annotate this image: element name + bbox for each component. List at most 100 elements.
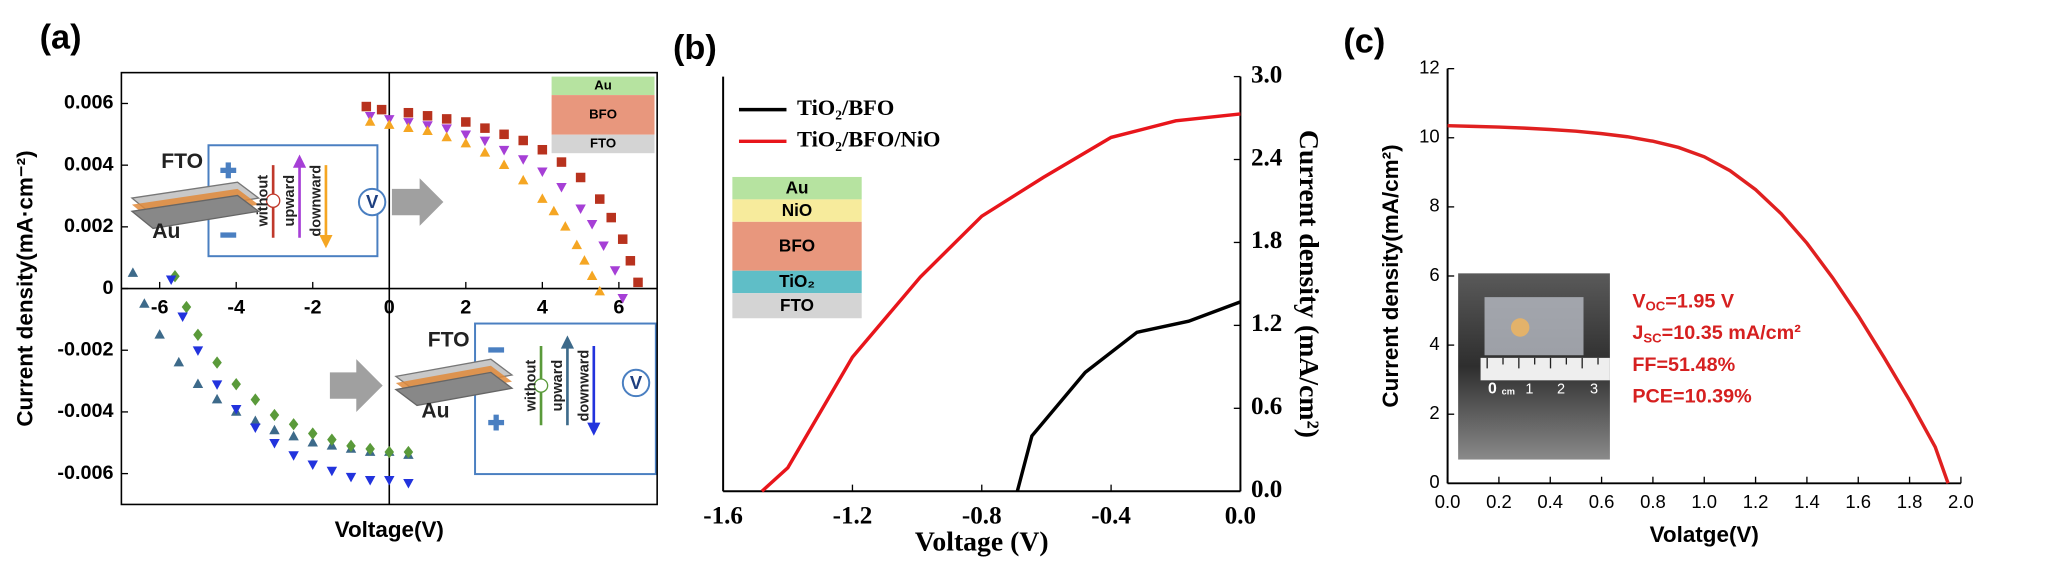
x-tick-label: 1.0 xyxy=(1691,491,1717,512)
x-tick-label: 1.2 xyxy=(1743,491,1769,512)
data-point xyxy=(595,194,605,204)
x-axis-label: Voltage(V) xyxy=(335,517,444,542)
data-point xyxy=(361,101,372,112)
y-axis-label: Current density(mA/cm²) xyxy=(1378,144,1403,407)
x-tick-label: -6 xyxy=(151,297,169,319)
data-point xyxy=(250,393,261,406)
data-point xyxy=(346,439,356,453)
annotation: FTO xyxy=(780,295,814,315)
y-tick-label: -0.004 xyxy=(57,400,113,422)
data-point xyxy=(625,256,636,266)
data-point xyxy=(548,205,560,216)
data-point xyxy=(575,172,586,183)
data-point xyxy=(441,131,452,142)
parameter-text: PCE=10.39% xyxy=(1632,386,1752,408)
data-point xyxy=(517,174,529,185)
data-point xyxy=(165,275,177,285)
parameter-subscript: OC xyxy=(1646,299,1666,314)
y-tick-label: 2 xyxy=(1429,402,1439,423)
annotation: Au xyxy=(421,400,449,423)
x-tick-label: 2 xyxy=(460,297,471,319)
y-tick-label: -0.002 xyxy=(57,338,113,360)
data-point xyxy=(617,293,628,304)
y-tick-label: 1.8 xyxy=(1251,227,1282,254)
x-tick-label: 0 xyxy=(384,297,395,319)
data-point xyxy=(384,445,395,459)
annotation: 3 xyxy=(1590,381,1598,397)
y-tick-label: 0.002 xyxy=(64,215,114,237)
data-point xyxy=(575,204,586,215)
parameter-symbol: J xyxy=(1632,322,1643,344)
data-point xyxy=(384,119,395,129)
data-point xyxy=(139,298,150,308)
annotation: downward xyxy=(309,165,325,237)
data-point xyxy=(609,266,621,276)
y-tick-label: 12 xyxy=(1419,57,1440,78)
annotation: Au xyxy=(594,77,612,92)
annotation: upward xyxy=(550,360,566,412)
y-tick-label: 10 xyxy=(1419,126,1440,147)
data-point xyxy=(579,255,590,265)
data-point xyxy=(461,117,471,127)
annotation: BFO xyxy=(589,106,617,121)
data-point xyxy=(479,147,491,157)
data-point xyxy=(307,437,318,447)
data-point xyxy=(517,155,529,165)
y-tick-label: 4 xyxy=(1429,333,1439,354)
annotation: downward xyxy=(576,350,592,422)
parameter-text: FF=51.48% xyxy=(1632,354,1735,376)
x-tick-label: 0.4 xyxy=(1537,491,1563,512)
y-tick-label: -0.006 xyxy=(57,462,113,484)
x-tick-label: 0.0 xyxy=(1435,491,1461,512)
data-point xyxy=(499,129,509,140)
data-line xyxy=(1447,123,1950,484)
x-axis-label: Voltage (V) xyxy=(915,525,1049,556)
annotation: V xyxy=(630,372,643,393)
data-point xyxy=(288,430,299,441)
panel-label: (c) xyxy=(1343,23,1385,61)
data-point xyxy=(211,393,223,404)
x-axis-label: Volatge(V) xyxy=(1650,522,1759,547)
parameter-symbol: PCE=10.39% xyxy=(1632,386,1752,408)
data-point xyxy=(288,418,299,431)
y-tick-label: 0 xyxy=(1429,471,1439,492)
data-point xyxy=(250,423,261,434)
data-point xyxy=(518,135,528,146)
y-tick-label: 0.006 xyxy=(64,92,114,114)
data-point xyxy=(250,415,261,425)
data-point xyxy=(307,427,318,440)
data-point xyxy=(327,433,337,446)
data-point xyxy=(231,377,241,391)
annotation: Au xyxy=(152,220,180,243)
annotation: 0 xyxy=(1488,381,1497,398)
x-tick-label: 0.6 xyxy=(1589,491,1615,512)
data-point xyxy=(560,221,571,231)
data-point xyxy=(498,159,510,169)
y-tick-label: 0.6 xyxy=(1251,393,1282,420)
data-point xyxy=(441,114,452,124)
annotation: without xyxy=(524,360,540,413)
x-tick-label: 4 xyxy=(537,297,548,319)
panel-label: (b) xyxy=(673,29,717,67)
data-line xyxy=(760,112,1241,493)
data-point xyxy=(498,145,510,156)
data-point xyxy=(288,451,299,461)
x-tick-label: -2 xyxy=(304,297,322,319)
data-point xyxy=(154,329,165,339)
annotation: FTO xyxy=(428,328,470,351)
data-point xyxy=(460,130,472,141)
x-tick-label: -4 xyxy=(227,297,245,319)
y-axis-label: Current density(mA·cm⁻²) xyxy=(12,150,37,426)
data-point xyxy=(571,239,583,250)
y-tick-label: 0.004 xyxy=(64,153,114,175)
data-point xyxy=(345,472,357,483)
data-point xyxy=(403,122,414,132)
data-point xyxy=(364,116,376,126)
data-point xyxy=(177,312,188,323)
data-point xyxy=(307,460,318,471)
y-tick-label: 8 xyxy=(1429,195,1439,216)
parameter-text: VOC=1.95 V xyxy=(1632,291,1735,315)
data-point xyxy=(586,219,598,230)
data-point xyxy=(230,405,242,415)
